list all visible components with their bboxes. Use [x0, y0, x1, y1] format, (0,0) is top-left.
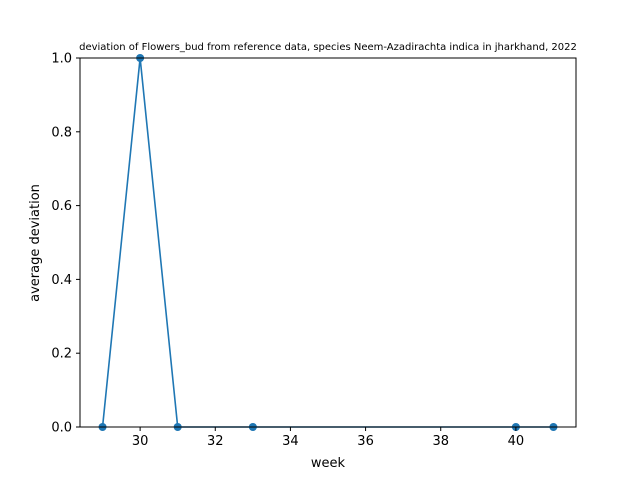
y-tick-label: 0.2 — [51, 347, 72, 362]
y-tick-label: 0.8 — [51, 125, 72, 140]
y-axis-label: average deviation — [28, 184, 43, 302]
x-axis-label: week — [311, 456, 346, 471]
x-tick-label: 34 — [282, 434, 299, 449]
plot-area: 30 32 34 36 38 40 0.0 0.2 0.4 0.6 0.8 1.0 — [51, 52, 577, 449]
x-tick-label: 36 — [357, 434, 374, 449]
chart-title: deviation of Flowers_bud from reference … — [79, 42, 577, 53]
x-tick-label: 32 — [207, 434, 224, 449]
x-tick-label: 30 — [132, 434, 149, 449]
x-tick-label: 38 — [432, 434, 449, 449]
x-tick-label: 40 — [508, 434, 525, 449]
series-line — [101, 57, 554, 428]
axes-frame — [79, 57, 577, 428]
y-tick-label: 0.6 — [51, 199, 72, 214]
y-tick-label: 0.4 — [51, 273, 72, 288]
y-tick-label: 0.0 — [51, 421, 72, 436]
y-tick-label: 1.0 — [51, 52, 72, 67]
